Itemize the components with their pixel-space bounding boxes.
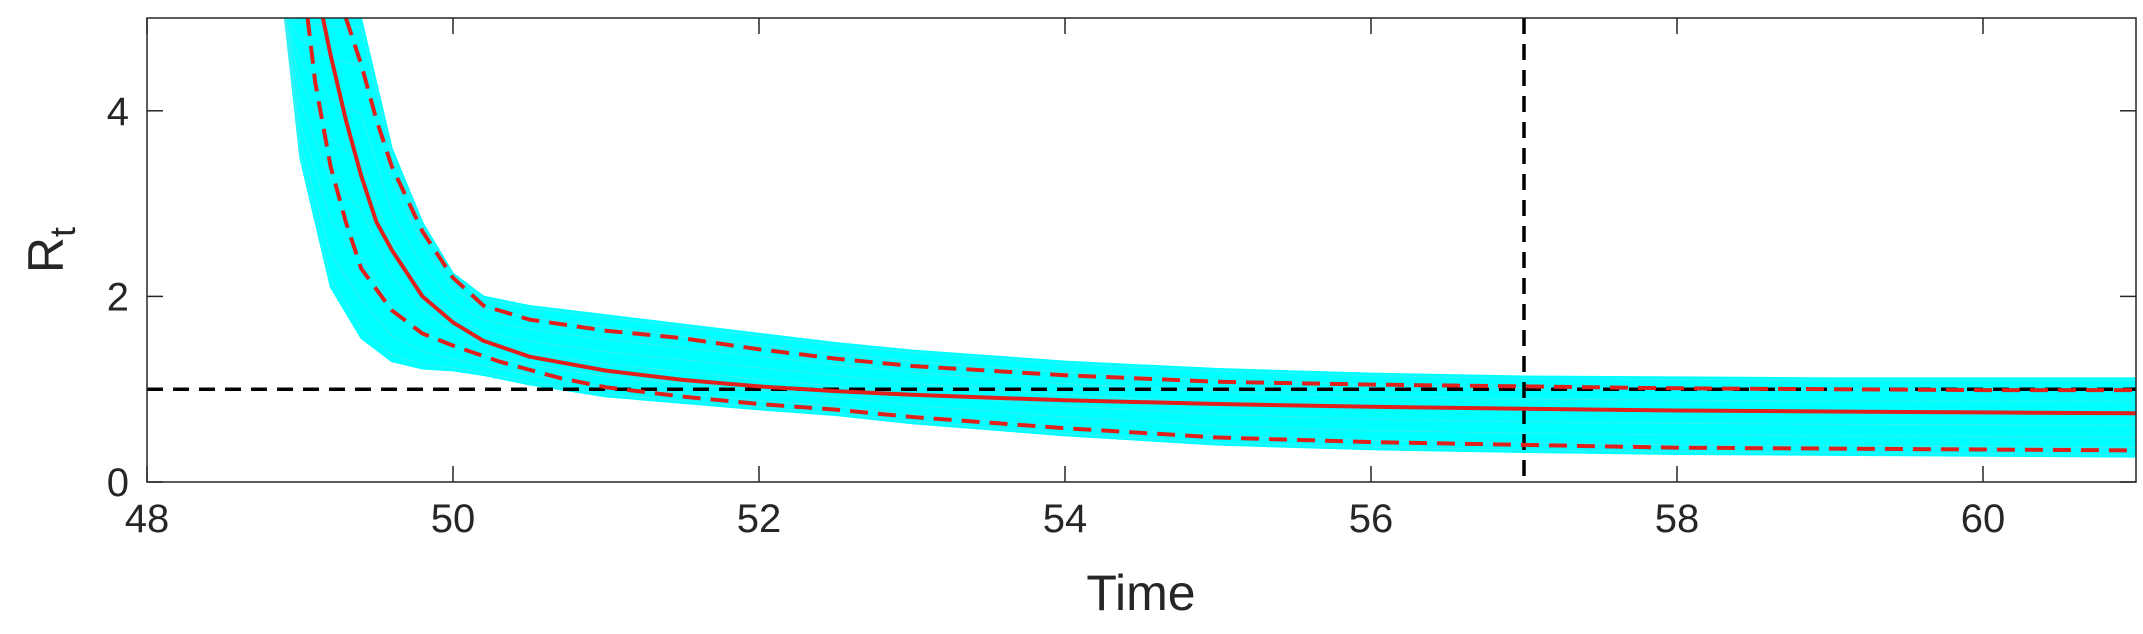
x-tick-label: 52 [737, 497, 782, 541]
plot-area [147, 18, 2136, 482]
median-line [320, 18, 2136, 416]
axes-box [146, 17, 2137, 483]
y-tick-label: 2 [107, 275, 129, 319]
x-axis-label: Time [1086, 565, 1195, 621]
ensemble-trajectory-2 [284, 18, 2136, 448]
y-axis-label: Rt [18, 227, 83, 273]
ensemble-trajectory-3 [284, 18, 2136, 438]
y-axis-label-subscript: t [42, 227, 83, 237]
interval-line-2 [305, 18, 2136, 453]
x-tick-label: 56 [1349, 497, 1394, 541]
ensemble-trajectory-4 [284, 18, 2136, 426]
y-tick-label: 4 [107, 90, 129, 134]
ensemble-trajectory-1 [284, 18, 2136, 456]
y-axis-ticks: 0 2 4 [107, 90, 2136, 505]
x-tick-label: 54 [1043, 497, 1088, 541]
x-axis-ticks: 48 50 52 54 56 58 60 [125, 18, 2006, 541]
x-tick-label: 58 [1655, 497, 1700, 541]
x-tick-label: 60 [1961, 497, 2006, 541]
y-tick-label: 0 [107, 461, 129, 505]
ensemble-trajectory-8 [284, 18, 2136, 381]
interval-line-1 [344, 18, 2136, 393]
ensemble-trajectory-6 [284, 18, 2136, 403]
ensemble-trajectory-7 [284, 18, 2136, 391]
x-tick-label: 48 [125, 497, 170, 541]
x-tick-label: 50 [431, 497, 476, 541]
